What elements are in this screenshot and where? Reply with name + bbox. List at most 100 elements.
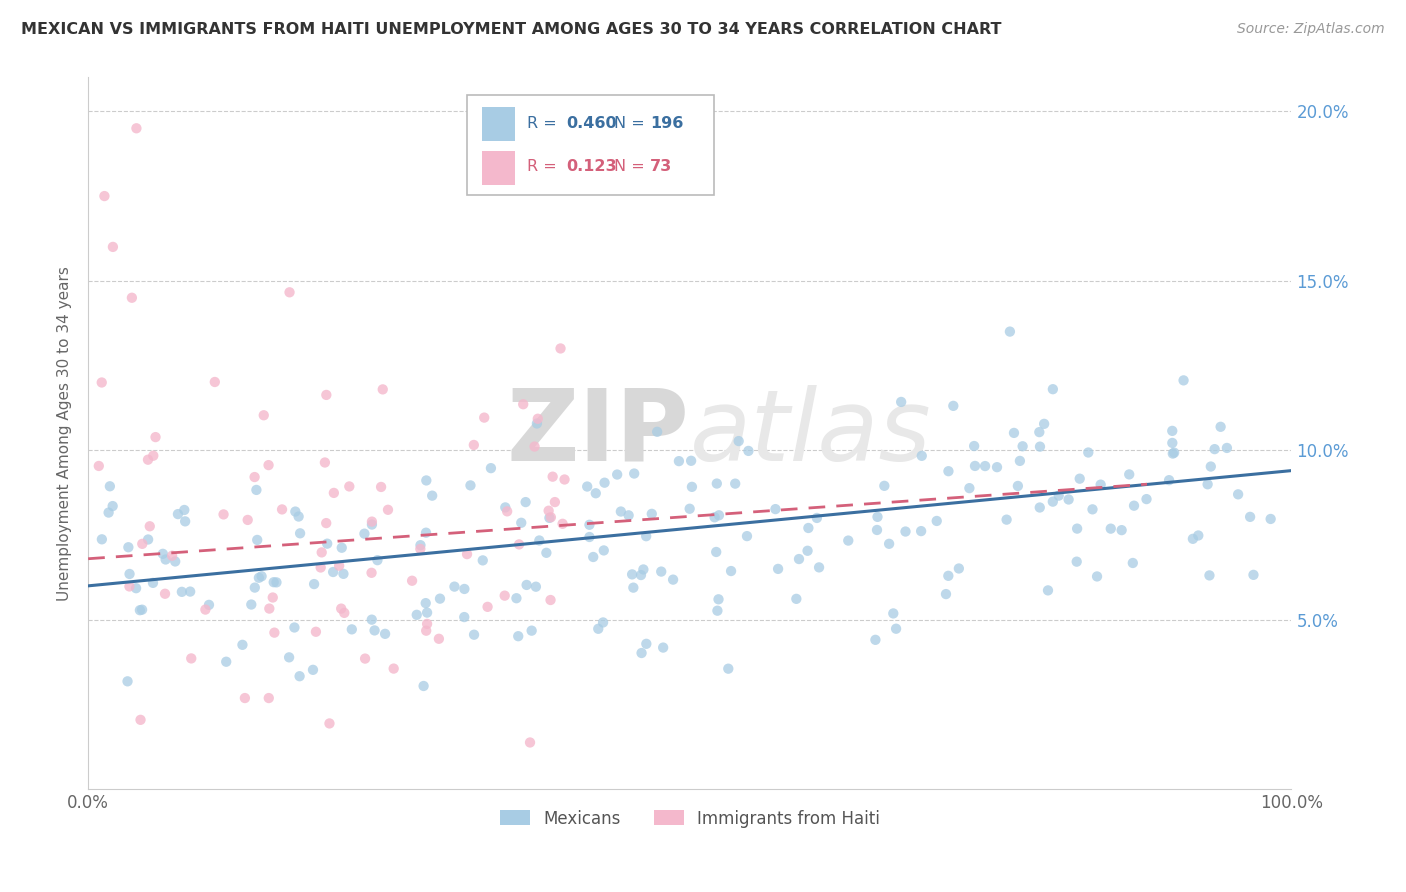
Point [551, 516, 574, 531]
Point [652, 640, 675, 655]
Point [617, 508, 640, 523]
Point [633, 562, 655, 576]
Point [97, 506, 120, 520]
Point [360, 566, 382, 580]
Point [145, 430, 167, 444]
Point [463, 438, 485, 452]
Point [236, 513, 259, 527]
Point [1099, 522, 1122, 536]
Point [585, 486, 607, 500]
Point [1042, 382, 1064, 396]
Point [1187, 528, 1209, 542]
Point [315, 516, 337, 530]
Point [679, 501, 702, 516]
Point [243, 470, 266, 484]
Point [986, 460, 1008, 475]
Point [1161, 446, 1184, 460]
Point [538, 511, 561, 525]
Point [131, 602, 153, 616]
Point [155, 552, 177, 566]
Point [636, 529, 658, 543]
Point [136, 452, 159, 467]
Text: 0.123: 0.123 [565, 160, 616, 175]
Point [1161, 436, 1184, 450]
Point [125, 121, 148, 136]
Point [472, 410, 495, 425]
Point [142, 449, 165, 463]
Point [305, 624, 328, 639]
Point [311, 545, 333, 559]
Point [278, 285, 301, 300]
Point [173, 503, 195, 517]
Point [910, 524, 932, 538]
Point [662, 573, 685, 587]
Point [353, 526, 375, 541]
Point [180, 651, 202, 665]
Point [1123, 499, 1146, 513]
Point [332, 566, 354, 581]
Point [1243, 567, 1265, 582]
Point [1077, 445, 1099, 459]
Point [630, 646, 652, 660]
Point [245, 483, 267, 497]
Point [463, 628, 485, 642]
Point [170, 585, 193, 599]
Point [873, 479, 896, 493]
Text: 0.460: 0.460 [565, 116, 616, 130]
Point [681, 480, 703, 494]
Point [247, 571, 270, 585]
Point [1163, 445, 1185, 459]
Point [243, 581, 266, 595]
Text: Source: ZipAtlas.com: Source: ZipAtlas.com [1237, 22, 1385, 37]
Point [703, 510, 725, 524]
Point [630, 568, 652, 582]
Point [1197, 477, 1219, 491]
Point [1047, 489, 1070, 503]
Point [117, 540, 139, 554]
Point [374, 627, 396, 641]
Point [354, 651, 377, 665]
Point [363, 624, 385, 638]
Point [866, 523, 889, 537]
Point [316, 536, 339, 550]
Point [427, 632, 450, 646]
Point [882, 607, 904, 621]
Text: N =: N = [614, 116, 645, 130]
Point [302, 577, 325, 591]
Point [233, 691, 256, 706]
Point [1085, 569, 1108, 583]
Point [198, 598, 221, 612]
Point [1198, 568, 1220, 582]
Point [412, 679, 434, 693]
Point [593, 475, 616, 490]
Text: MEXICAN VS IMMIGRANTS FROM HAITI UNEMPLOYMENT AMONG AGES 30 TO 34 YEARS CORRELAT: MEXICAN VS IMMIGRANTS FROM HAITI UNEMPLO… [21, 22, 1001, 37]
Point [537, 504, 560, 518]
Point [523, 440, 546, 454]
Point [1029, 500, 1052, 515]
Point [636, 637, 658, 651]
Point [283, 620, 305, 634]
Point [576, 479, 599, 493]
Point [948, 561, 970, 575]
Point [510, 516, 533, 530]
Point [416, 616, 439, 631]
Point [724, 476, 747, 491]
Point [1204, 442, 1226, 457]
Point [125, 581, 148, 595]
Point [477, 599, 499, 614]
Point [129, 713, 152, 727]
Point [361, 515, 384, 529]
Point [541, 469, 564, 483]
Point [167, 507, 190, 521]
Point [98, 479, 121, 493]
Point [309, 560, 332, 574]
Point [1181, 532, 1204, 546]
Point [911, 449, 934, 463]
Point [415, 474, 437, 488]
Point [592, 543, 614, 558]
Point [519, 735, 541, 749]
Point [1173, 373, 1195, 387]
Point [340, 623, 363, 637]
Point [250, 569, 273, 583]
Point [578, 530, 600, 544]
